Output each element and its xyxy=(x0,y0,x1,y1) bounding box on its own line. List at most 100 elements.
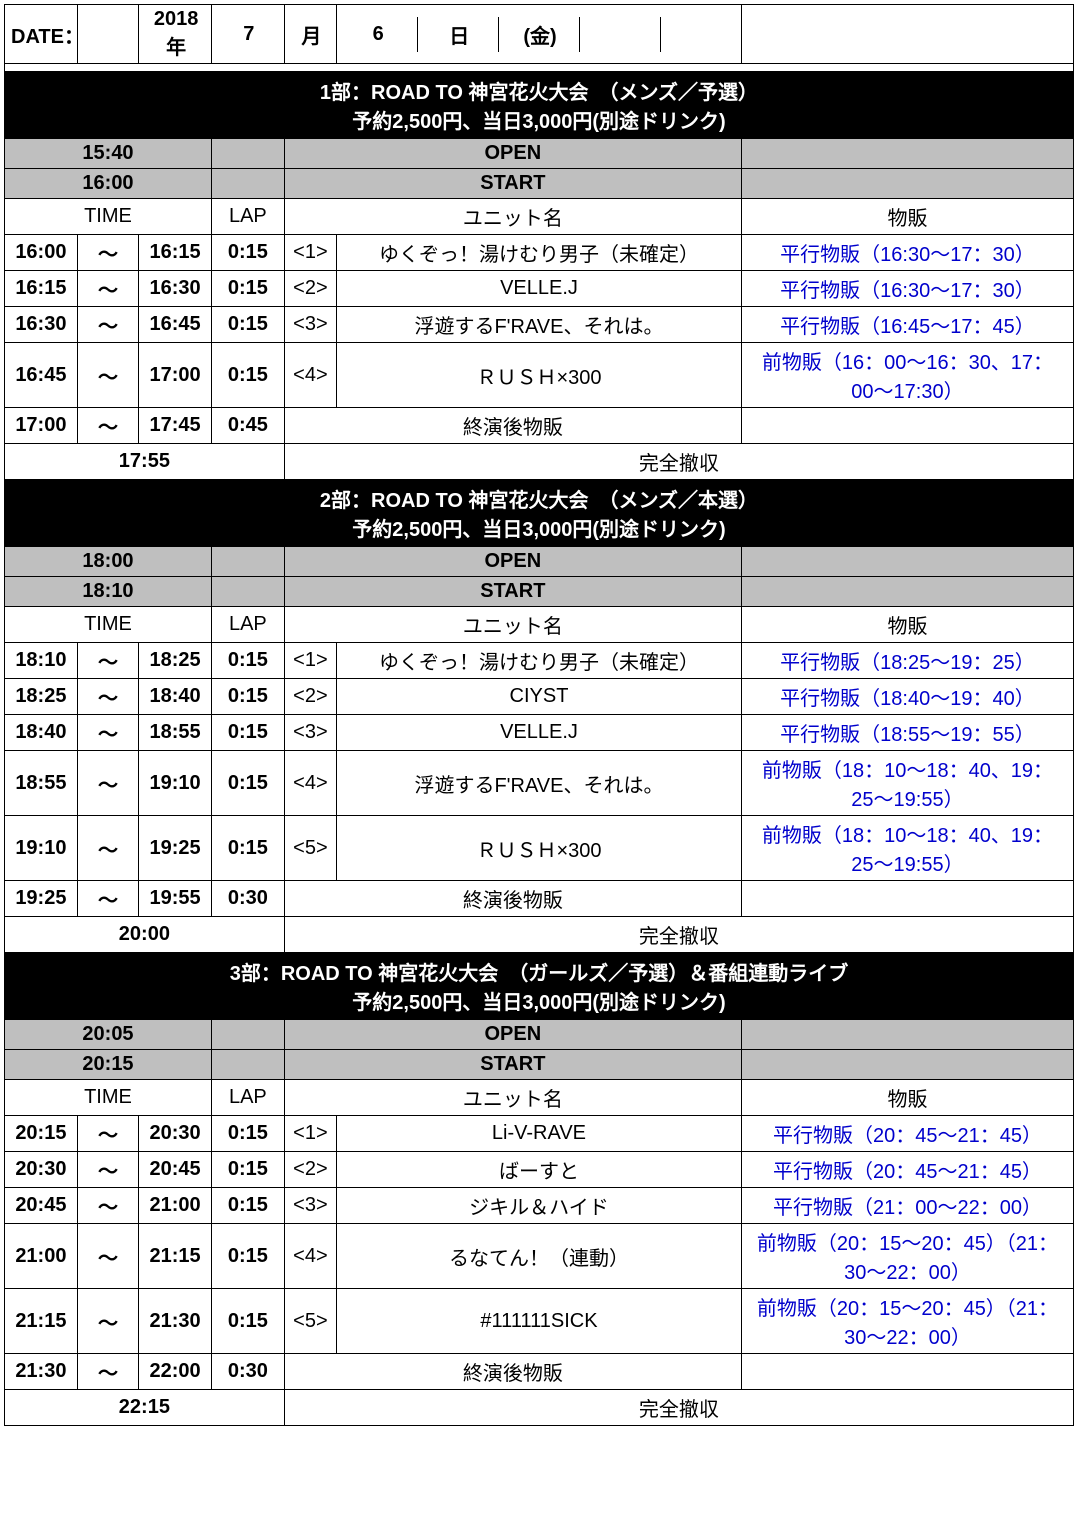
merch-info: 前物販（20：15〜20：45）（21：30〜22：00） xyxy=(741,1224,1073,1289)
time-end: 19:55 xyxy=(139,881,212,917)
time-end: 17:45 xyxy=(139,408,212,444)
date-year: 2018年 xyxy=(139,5,212,64)
unit-name: ゆくぞっ！湯けむり男子（未確定） xyxy=(337,235,742,271)
unit-name: ＲＵＳＨ×300 xyxy=(337,816,742,881)
slot-number: <2> xyxy=(284,679,336,715)
open-label: OPEN xyxy=(284,139,741,169)
merch-info: 平行物販（16:45〜17：45） xyxy=(741,307,1073,343)
time-end: 16:15 xyxy=(139,235,212,271)
open-label: OPEN xyxy=(284,547,741,577)
unit-name: VELLE.J xyxy=(337,715,742,751)
merch-info: 前物販（18：10〜18：40、19：25〜19:55） xyxy=(741,816,1073,881)
time-start: 16:15 xyxy=(5,271,78,307)
time-end: 18:25 xyxy=(139,643,212,679)
slot-number: <3> xyxy=(284,307,336,343)
merch-info: 平行物販（16:30〜17：30） xyxy=(741,271,1073,307)
lap: 0:15 xyxy=(211,715,284,751)
section-title: 2部：ROAD TO 神宮花火大会 （メンズ／本選） xyxy=(9,484,1069,513)
start-label: START xyxy=(284,1050,741,1080)
lap: 0:15 xyxy=(211,1289,284,1354)
section-price: 予約2,500円、当日3,000円(別途ドリンク) xyxy=(9,986,1069,1015)
time-end: 20:45 xyxy=(139,1152,212,1188)
merch-info: 前物販（16：00〜16：30、17：00〜17:30） xyxy=(741,343,1073,408)
open-time: 15:40 xyxy=(5,139,212,169)
time-start: 21:15 xyxy=(5,1289,78,1354)
time-start: 20:30 xyxy=(5,1152,78,1188)
open-time: 18:00 xyxy=(5,547,212,577)
unit-name: ＲＵＳＨ×300 xyxy=(337,343,742,408)
slot-number: <1> xyxy=(284,643,336,679)
time-end: 16:30 xyxy=(139,271,212,307)
section-header: 3部：ROAD TO 神宮花火大会 （ガールズ／予選）＆番組連動ライブ予約2,5… xyxy=(5,953,1074,1020)
col-time: TIME xyxy=(5,199,212,235)
lap: 0:15 xyxy=(211,1224,284,1289)
slot-number: <4> xyxy=(284,1224,336,1289)
time-start: 19:10 xyxy=(5,816,78,881)
start-time: 18:10 xyxy=(5,577,212,607)
unit-name: ジキル＆ハイド xyxy=(337,1188,742,1224)
slot-number: <1> xyxy=(284,1116,336,1152)
section-price: 予約2,500円、当日3,000円(別途ドリンク) xyxy=(9,513,1069,542)
teardown-time: 22:15 xyxy=(5,1390,285,1426)
time-end: 21:15 xyxy=(139,1224,212,1289)
start-label: START xyxy=(284,169,741,199)
time-end: 21:30 xyxy=(139,1289,212,1354)
teardown-label: 完全撤収 xyxy=(284,1390,1073,1426)
slot-number: <3> xyxy=(284,715,336,751)
slot-number: <2> xyxy=(284,1152,336,1188)
post-merch: 終演後物販 xyxy=(284,1354,741,1390)
time-start: 20:45 xyxy=(5,1188,78,1224)
col-unit: ユニット名 xyxy=(284,1080,741,1116)
lap: 0:30 xyxy=(211,1354,284,1390)
col-time: TIME xyxy=(5,607,212,643)
section-title: 3部：ROAD TO 神宮花火大会 （ガールズ／予選）＆番組連動ライブ xyxy=(9,957,1069,986)
time-start: 16:45 xyxy=(5,343,78,408)
open-time: 20:05 xyxy=(5,1020,212,1050)
unit-name: Li-V-RAVE xyxy=(337,1116,742,1152)
merch-info: 平行物販（20：45〜21：45） xyxy=(741,1116,1073,1152)
start-label: START xyxy=(284,577,741,607)
lap: 0:15 xyxy=(211,1116,284,1152)
merch-info: 平行物販（16:30〜17：30） xyxy=(741,235,1073,271)
time-end: 20:30 xyxy=(139,1116,212,1152)
lap: 0:15 xyxy=(211,307,284,343)
col-lap: LAP xyxy=(211,199,284,235)
time-start: 17:00 xyxy=(5,408,78,444)
time-end: 22:00 xyxy=(139,1354,212,1390)
unit-name: ばーすと xyxy=(337,1152,742,1188)
time-start: 16:00 xyxy=(5,235,78,271)
section-title: 1部：ROAD TO 神宮花火大会 （メンズ／予選） xyxy=(9,76,1069,105)
start-time: 20:15 xyxy=(5,1050,212,1080)
unit-name: #111111SICK xyxy=(337,1289,742,1354)
teardown-label: 完全撤収 xyxy=(284,444,1073,480)
merch-info: 前物販（18：10〜18：40、19：25〜19:55） xyxy=(741,751,1073,816)
lap: 0:15 xyxy=(211,679,284,715)
col-lap: LAP xyxy=(211,607,284,643)
time-start: 18:55 xyxy=(5,751,78,816)
time-end: 18:40 xyxy=(139,679,212,715)
slot-number: <5> xyxy=(284,1289,336,1354)
merch-info: 平行物販（18:25〜19：25） xyxy=(741,643,1073,679)
col-unit: ユニット名 xyxy=(284,199,741,235)
time-start: 18:25 xyxy=(5,679,78,715)
post-merch: 終演後物販 xyxy=(284,408,741,444)
lap: 0:15 xyxy=(211,1152,284,1188)
col-lap: LAP xyxy=(211,1080,284,1116)
merch-info: 平行物販（20：45〜21：45） xyxy=(741,1152,1073,1188)
lap: 0:45 xyxy=(211,408,284,444)
lap: 0:15 xyxy=(211,643,284,679)
unit-name: 浮遊するF'RAVE、それは。 xyxy=(337,751,742,816)
unit-name: るなてん！（連動） xyxy=(337,1224,742,1289)
lap: 0:15 xyxy=(211,816,284,881)
unit-name: CIYST xyxy=(337,679,742,715)
slot-number: <1> xyxy=(284,235,336,271)
time-start: 18:10 xyxy=(5,643,78,679)
col-merch: 物販 xyxy=(741,1080,1073,1116)
teardown-label: 完全撤収 xyxy=(284,917,1073,953)
slot-number: <4> xyxy=(284,751,336,816)
time-start: 18:40 xyxy=(5,715,78,751)
col-merch: 物販 xyxy=(741,607,1073,643)
schedule-table: DATE：2018年7月6日(金)1部：ROAD TO 神宮花火大会 （メンズ／… xyxy=(4,4,1074,1426)
date-month: 7 xyxy=(211,5,284,64)
time-start: 19:25 xyxy=(5,881,78,917)
